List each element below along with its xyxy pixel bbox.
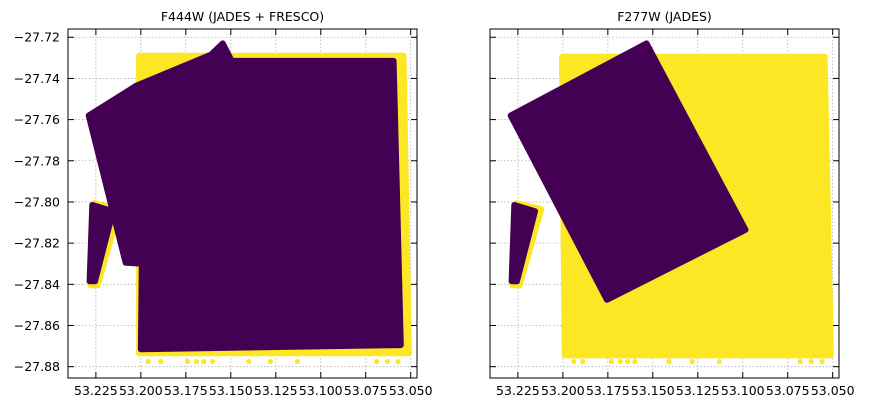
outside-point <box>819 358 825 365</box>
inside-points-region <box>508 202 538 285</box>
outside-point <box>608 358 615 365</box>
outside-point <box>145 358 151 365</box>
axes-frame <box>67 28 418 379</box>
y-tick-label: −27.82 <box>14 236 60 251</box>
y-tick-label: −27.86 <box>14 318 60 333</box>
outside-point <box>580 358 586 365</box>
inside-points-region <box>507 40 749 303</box>
x-tick-label: 53.200 <box>541 383 585 398</box>
y-tick-label: −27.80 <box>14 194 60 209</box>
x-tick-label: 53.100 <box>721 383 765 398</box>
panel-title: F444W (JADES + FRESCO) <box>161 9 324 24</box>
outside-point <box>617 358 624 365</box>
y-tick-label: −27.88 <box>14 359 60 374</box>
outside-point <box>632 358 638 365</box>
outside-point <box>797 358 803 365</box>
x-tick-label: 53.225 <box>496 383 540 398</box>
outside-point <box>267 358 273 365</box>
scatter-data <box>85 40 412 365</box>
outside-point <box>194 358 200 365</box>
outside-point <box>571 358 577 365</box>
outside-point <box>373 358 380 365</box>
outside-point <box>201 358 207 365</box>
x-tick-label: 53.175 <box>586 383 630 398</box>
x-tick-label: 53.050 <box>811 383 855 398</box>
x-tick-label: 53.100 <box>299 383 343 398</box>
outside-point <box>689 358 695 365</box>
x-tick-label: 53.150 <box>209 383 253 398</box>
x-tick-label: 53.125 <box>254 383 298 398</box>
outside-point <box>625 358 631 365</box>
outside-point <box>210 358 216 365</box>
panel-f444w: F444W (JADES + FRESCO) 53.225 53.200 53.17… <box>14 9 433 398</box>
outside-point <box>666 358 672 365</box>
x-tick-label: 53.075 <box>344 383 388 398</box>
y-tick-label: −27.78 <box>14 153 60 168</box>
outside-point <box>384 358 390 365</box>
x-tick-label: 53.175 <box>164 383 208 398</box>
x-tick-label: 53.050 <box>389 383 433 398</box>
y-tick-label: −27.74 <box>14 71 60 86</box>
x-tick-label: 53.200 <box>119 383 163 398</box>
outside-point <box>158 358 164 365</box>
axes-frame <box>489 28 840 379</box>
inside-points-region <box>86 202 116 285</box>
outside-point <box>185 358 191 365</box>
x-tick-label: 53.125 <box>676 383 720 398</box>
x-tick-label: 53.225 <box>74 383 118 398</box>
inside-points-region <box>85 40 404 353</box>
scatter-data <box>507 40 834 365</box>
panel-title: F277W (JADES) <box>617 9 712 24</box>
y-tick-label: −27.76 <box>14 112 60 127</box>
x-tick-label: 53.075 <box>766 383 810 398</box>
y-tick-label: −27.72 <box>14 30 60 45</box>
outside-point <box>716 358 722 365</box>
outside-point <box>246 358 252 365</box>
x-tick-label: 53.150 <box>631 383 675 398</box>
outside-point <box>808 358 814 365</box>
y-tick-label: −27.84 <box>14 277 60 292</box>
outside-point <box>294 358 300 365</box>
panel-f277w: F277W (JADES) 53.225 53.200 53.175 53.150 53… <box>489 9 855 398</box>
outside-point <box>395 358 401 365</box>
